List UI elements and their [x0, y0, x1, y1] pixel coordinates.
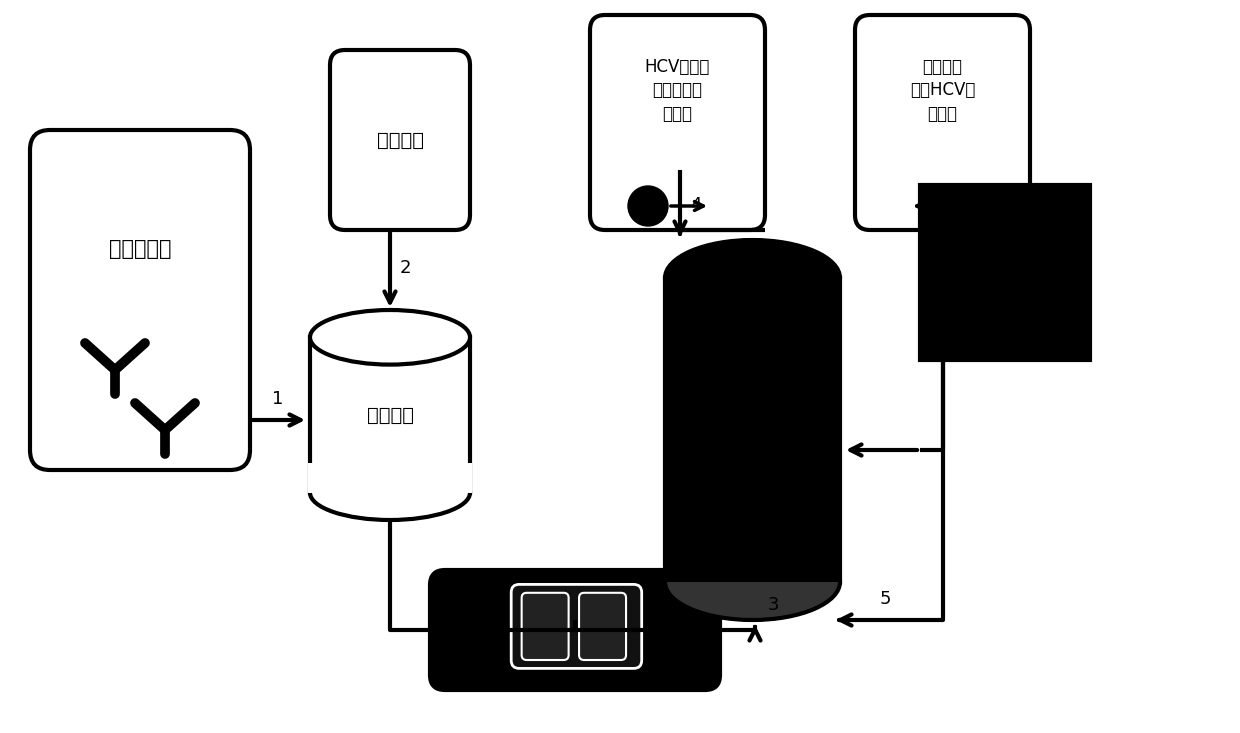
- Ellipse shape: [310, 465, 470, 520]
- Text: 生物素包
被的HCV核
心抗原: 生物素包 被的HCV核 心抗原: [910, 58, 975, 123]
- Text: 5: 5: [879, 590, 890, 608]
- FancyBboxPatch shape: [856, 15, 1030, 230]
- Text: 4: 4: [689, 196, 702, 214]
- Text: 1: 1: [273, 390, 284, 408]
- FancyBboxPatch shape: [579, 593, 626, 660]
- FancyBboxPatch shape: [330, 50, 470, 230]
- Text: 2: 2: [401, 259, 412, 277]
- Text: HCV核心抗
原结合的受
体微球: HCV核心抗 原结合的受 体微球: [645, 58, 711, 123]
- Text: 3: 3: [768, 596, 780, 614]
- FancyBboxPatch shape: [590, 15, 765, 230]
- Bar: [920, 185, 1090, 360]
- Ellipse shape: [310, 310, 470, 364]
- Text: 预稀释板: 预稀释板: [367, 405, 413, 424]
- Ellipse shape: [665, 544, 839, 620]
- FancyBboxPatch shape: [511, 584, 642, 668]
- Bar: [663, 542, 842, 582]
- Ellipse shape: [665, 240, 839, 316]
- Bar: [310, 337, 470, 493]
- Circle shape: [955, 186, 994, 226]
- Text: 待测样本: 待测样本: [377, 130, 424, 150]
- FancyBboxPatch shape: [30, 130, 250, 470]
- Circle shape: [627, 186, 668, 226]
- Text: 样本稀释液: 样本稀释液: [109, 239, 171, 259]
- Bar: [308, 463, 472, 493]
- Bar: [665, 278, 839, 582]
- FancyBboxPatch shape: [522, 593, 569, 660]
- FancyBboxPatch shape: [430, 570, 720, 690]
